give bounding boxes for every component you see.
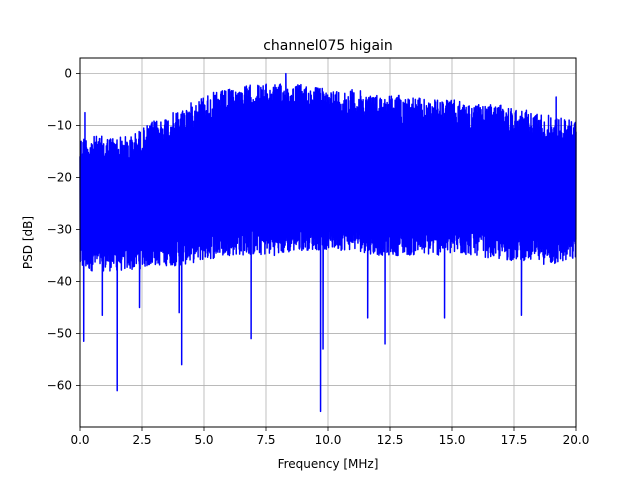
y-tick-label: −30 [47, 223, 72, 237]
y-axis-ticks: 0 −10 −20 −30 −40 −50 −60 [47, 67, 80, 392]
x-tick-label: 10.0 [315, 433, 342, 447]
x-tick-label: 7.5 [256, 433, 275, 447]
chart-title: channel075 higain [263, 38, 393, 54]
x-tick-label: 17.5 [501, 433, 528, 447]
y-tick-label: −20 [47, 171, 72, 185]
y-tick-label: 0 [64, 67, 72, 81]
y-tick-label: −40 [47, 274, 72, 288]
x-tick-label: 0.0 [70, 433, 89, 447]
x-axis-label: Frequency [MHz] [278, 457, 379, 471]
x-tick-label: 12.5 [377, 433, 404, 447]
psd-series-line [79, 72, 577, 413]
y-tick-label: −10 [47, 119, 72, 133]
y-axis-label: PSD [dB] [21, 216, 35, 269]
x-tick-label: 20.0 [563, 433, 590, 447]
x-tick-label: 15.0 [439, 433, 466, 447]
plot-data [79, 72, 577, 413]
x-tick-label: 5.0 [194, 433, 213, 447]
y-tick-label: −50 [47, 326, 72, 340]
x-tick-label: 2.5 [132, 433, 151, 447]
y-tick-label: −60 [47, 378, 72, 392]
x-axis-ticks: 0.0 2.5 5.0 7.5 10.0 12.5 15.0 17.5 20.0 [70, 427, 589, 447]
